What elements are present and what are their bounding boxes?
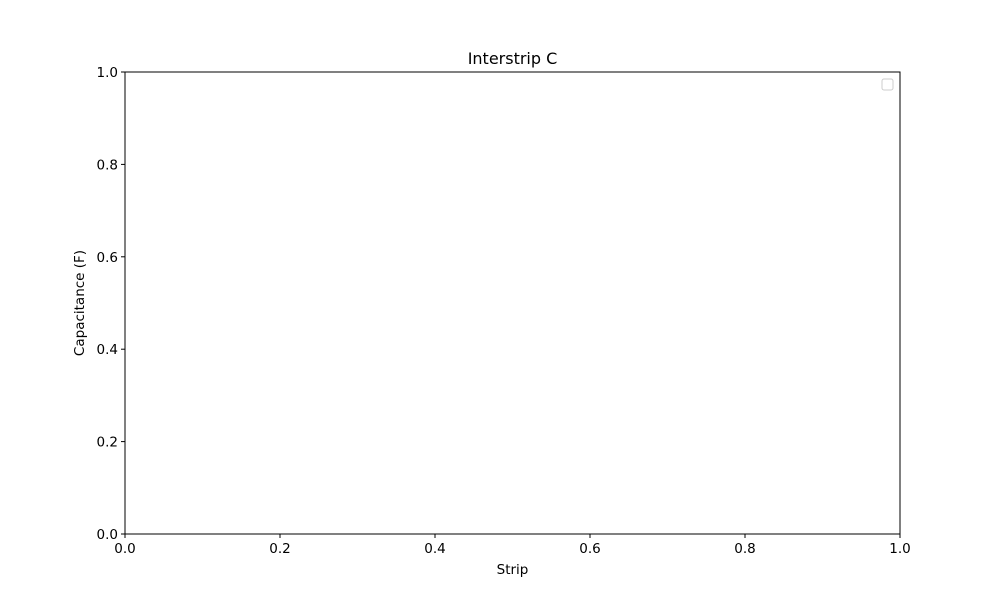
plot-area [124,71,901,535]
x-tick-label: 0.4 [424,541,445,557]
x-axis-ticks: 0.0 0.2 0.4 0.6 0.8 1.0 [114,534,911,557]
y-tick-label: 0.2 [97,435,118,451]
x-tick-label: 0.2 [269,541,290,557]
chart-title: Interstrip C [468,49,558,68]
axes-frame [124,71,901,535]
x-tick-label: 0.8 [734,541,755,557]
y-tick-label: 0.8 [97,157,118,173]
x-tick-label: 0.6 [579,541,600,557]
x-tick-label: 0.0 [114,541,135,557]
y-tick-label: 0.6 [97,250,118,266]
y-axis-label: Capacitance (F) [72,250,88,356]
x-axis-label: Strip [497,562,529,578]
y-tick-label: 0.4 [97,342,118,358]
y-tick-label: 0.0 [97,527,118,543]
y-axis-ticks: 0.0 0.2 0.4 0.6 0.8 1.0 [97,65,125,543]
x-tick-label: 1.0 [889,541,910,557]
legend-box [881,78,894,91]
y-tick-label: 1.0 [97,65,118,81]
legend [881,78,894,91]
